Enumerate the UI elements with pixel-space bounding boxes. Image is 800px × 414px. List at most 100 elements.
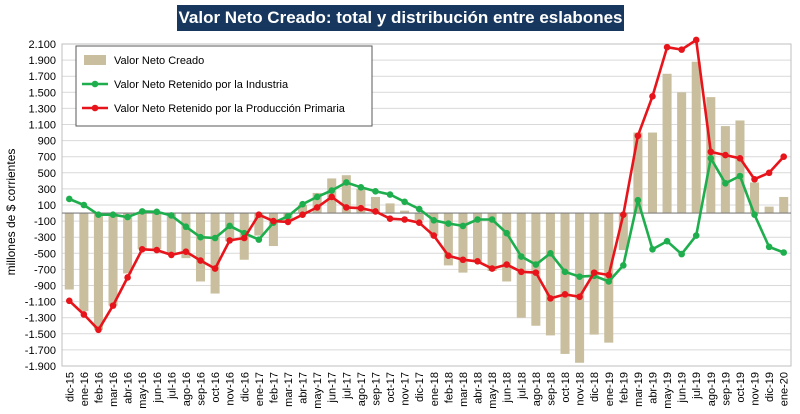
x-tick-label: nov-16: [225, 372, 237, 406]
x-tick-label: nov-19: [750, 372, 762, 406]
y-axis-label: millones de $ corrientes: [4, 149, 18, 276]
bar-valor-neto-creado: [720, 126, 730, 214]
point-produccion-primaria: [197, 257, 204, 264]
x-tick-label: mar-16: [108, 372, 120, 407]
x-tick-label: dic-17: [414, 372, 426, 402]
point-industria: [211, 234, 219, 242]
point-produccion-primaria: [561, 291, 569, 298]
point-industria: [415, 205, 423, 213]
bar-valor-neto-creado: [575, 213, 585, 363]
point-produccion-primaria: [343, 204, 350, 211]
bar-valor-neto-creado: [166, 213, 176, 255]
bar-valor-neto-creado: [647, 132, 658, 214]
x-tick-label: jul-19: [691, 372, 703, 400]
point-industria: [634, 196, 642, 204]
y-tick-label: -900: [34, 281, 56, 293]
x-tick-label: jun-16: [152, 372, 164, 404]
point-produccion-primaria: [357, 204, 365, 212]
point-produccion-primaria: [65, 297, 73, 305]
x-tick-label: sep-16: [196, 372, 208, 406]
point-produccion-primaria: [313, 204, 321, 211]
point-produccion-primaria: [590, 269, 598, 276]
x-tick-label: dic-16: [239, 372, 251, 402]
point-industria: [197, 233, 204, 241]
x-tick-label: abr-17: [298, 372, 310, 404]
point-industria: [692, 232, 700, 239]
point-industria: [372, 188, 379, 195]
x-tick-label: feb-17: [268, 372, 280, 403]
point-produccion-primaria: [226, 237, 233, 244]
x-tick-label: sep-17: [370, 372, 382, 406]
x-tick-label: ago-16: [181, 372, 193, 406]
point-produccion-primaria: [401, 216, 408, 223]
y-tick-label: -1.300: [25, 313, 56, 325]
x-tick-label: dic-19: [764, 372, 776, 402]
x-tick-label: ago-19: [706, 372, 718, 406]
point-industria: [226, 222, 233, 230]
point-industria: [532, 261, 540, 268]
point-produccion-primaria: [445, 252, 452, 260]
bar-valor-neto-creado: [370, 196, 380, 214]
point-produccion-primaria: [138, 245, 146, 253]
y-tick-label: -100: [34, 216, 56, 228]
point-produccion-primaria: [168, 251, 175, 259]
x-tick-label: ene-17: [254, 372, 266, 406]
point-produccion-primaria: [663, 43, 671, 51]
point-industria: [80, 201, 88, 209]
point-produccion-primaria: [474, 258, 481, 265]
bar-valor-neto-creado: [210, 213, 220, 294]
point-industria: [649, 245, 656, 253]
x-tick-label: ago-18: [531, 372, 543, 406]
bar-valor-neto-creado: [735, 120, 745, 214]
bar-valor-neto-creado: [414, 213, 424, 221]
point-industria: [445, 220, 452, 227]
point-produccion-primaria: [620, 211, 627, 218]
point-produccion-primaria: [634, 132, 642, 140]
point-industria: [765, 243, 773, 251]
line-industria: [68, 157, 785, 283]
point-produccion-primaria: [692, 36, 700, 44]
x-tick-label: nov-18: [575, 372, 587, 406]
y-tick-label: 1.300: [28, 103, 56, 115]
point-industria: [517, 253, 525, 260]
y-tick-label: -1.500: [25, 329, 56, 341]
x-tick-label: mar-17: [283, 372, 295, 407]
x-tick-label: mar-18: [458, 372, 470, 407]
point-produccion-primaria: [109, 302, 117, 309]
bar-valor-neto-creado: [750, 182, 760, 214]
x-tick-label: oct-18: [560, 372, 572, 403]
point-industria: [547, 250, 554, 257]
x-tick-label: abr-18: [473, 372, 485, 404]
point-industria: [736, 172, 744, 180]
y-tick-label: -700: [34, 264, 56, 276]
bar-valor-neto-creado: [691, 61, 701, 214]
bar-valor-neto-creado: [64, 213, 74, 290]
point-produccion-primaria: [532, 269, 540, 276]
x-tick-label: dic-18: [589, 372, 601, 402]
y-tick-label: -300: [34, 232, 56, 244]
legend-swatch-marker: [91, 104, 99, 112]
bar-valor-neto-creado: [502, 213, 512, 282]
bar-valor-neto-creado: [341, 175, 351, 214]
point-industria: [780, 249, 788, 256]
x-tick-label: sep-19: [720, 372, 732, 406]
point-produccion-primaria: [182, 248, 190, 255]
point-produccion-primaria: [255, 211, 263, 218]
bar-valor-neto-creado: [429, 213, 439, 236]
bar-valor-neto-creado: [400, 210, 410, 214]
bar-valor-neto-creado: [181, 213, 191, 259]
bar-valor-neto-creado: [93, 213, 103, 330]
point-industria: [722, 179, 729, 187]
bar-valor-neto-creado: [633, 132, 643, 214]
bar-valor-neto-creado: [677, 92, 687, 214]
bar-valor-neto-creado: [779, 196, 789, 214]
chart-title: Valor Neto Creado: total y distribución …: [177, 5, 624, 31]
bar-valor-neto-creado: [195, 213, 206, 282]
point-industria: [153, 208, 161, 216]
point-produccion-primaria: [240, 234, 248, 242]
point-industria: [707, 155, 715, 162]
point-produccion-primaria: [605, 271, 613, 279]
point-produccion-primaria: [386, 215, 394, 222]
x-tick-label: may-16: [137, 372, 149, 409]
